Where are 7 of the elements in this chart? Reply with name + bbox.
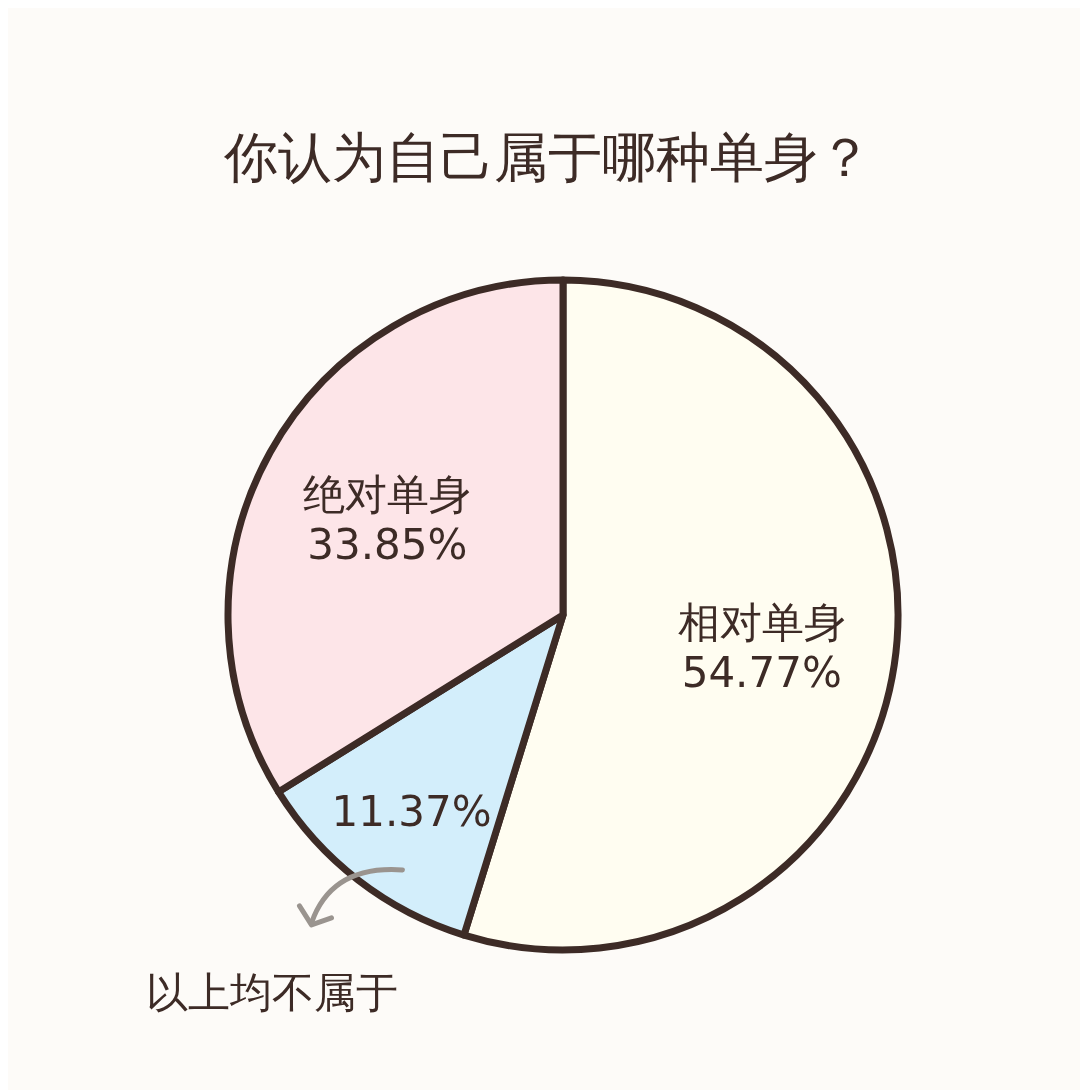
slice-label: 绝对单身 [303, 470, 472, 520]
data-label: 33.85% [307, 520, 468, 570]
slice-label: 以上均不属于 [146, 967, 399, 1017]
slice-label: 相对单身 [677, 598, 846, 648]
data-label: 11.37% [331, 787, 492, 837]
chart-title: 你认为自己属于哪种单身？ [223, 126, 872, 189]
data-label: 54.77% [681, 648, 842, 698]
